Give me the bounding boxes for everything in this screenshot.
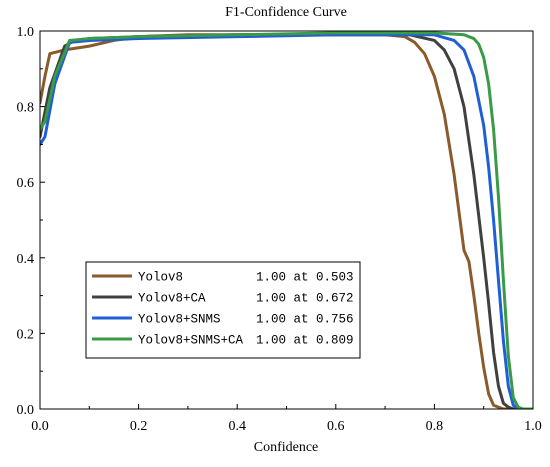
y-tick-label: 0.0: [17, 403, 35, 418]
x-tick-label: 1.0: [524, 419, 542, 434]
legend-series-value: 1.00 at 0.756: [256, 313, 354, 327]
legend: Yolov8 1.00 at 0.503 Yolov8+CA 1.00 at 0.67…: [85, 261, 361, 359]
legend-series-name: Yolov8+CA: [138, 292, 206, 306]
x-tick-label: 0.6: [327, 419, 345, 434]
x-tick-label: 0.8: [426, 419, 444, 434]
y-tick-label: 0.6: [17, 176, 35, 191]
legend-series-value: 1.00 at 0.672: [256, 292, 354, 306]
legend-box: [85, 261, 361, 359]
y-tick-label: 0.2: [17, 327, 35, 342]
y-tick-label: 0.8: [17, 101, 35, 116]
series-line-3: [40, 33, 533, 409]
legend-series-name: Yolov8+SNMS: [138, 313, 221, 327]
y-tick-label: 0.4: [17, 252, 35, 267]
series-lines: [40, 31, 533, 409]
legend-series-value: 1.00 at 0.503: [256, 271, 354, 285]
plot-area: 0.0 0.2 0.4 0.6 0.8 1.0 0.0 0.2 0.4 0.6 0.8 1.0 Yolo…: [17, 25, 542, 434]
series-line-1: [40, 33, 533, 409]
legend-series-name: Yolov8: [138, 271, 183, 285]
y-tick-label: 1.0: [17, 25, 35, 40]
x-tick-label: 0.2: [130, 419, 148, 434]
series-line-4: [40, 31, 533, 409]
x-tick-label: 0.0: [31, 419, 49, 434]
x-axis-title: Confidence: [254, 440, 319, 455]
x-tick-label: 0.4: [228, 419, 246, 434]
legend-series-name: Yolov8+SNMS+CA: [138, 334, 244, 348]
legend-series-value: 1.00 at 0.809: [256, 334, 354, 348]
chart-title: F1-Confidence Curve: [225, 5, 347, 20]
